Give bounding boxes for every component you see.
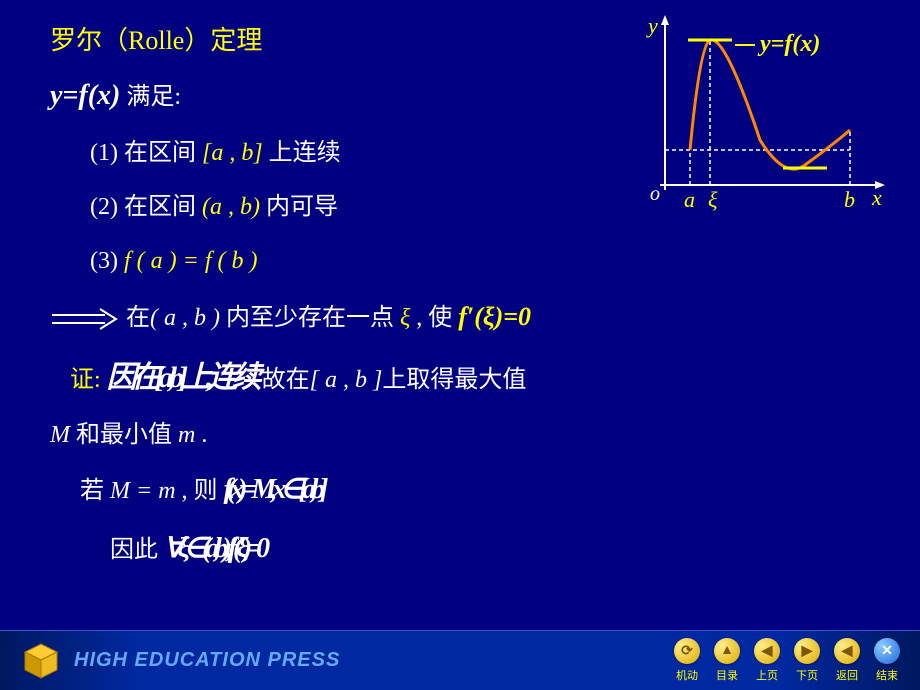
concl-interval: ( a , b ): [150, 305, 220, 331]
c2-interval: (a , b): [202, 194, 260, 220]
proof-l2d: .: [195, 422, 207, 448]
nav-glyph-icon: ▶: [794, 638, 820, 664]
proof-label: 证:: [70, 367, 101, 393]
nav-button-机动[interactable]: ⟳ 机动: [674, 638, 700, 683]
proof-line-3: 若 M = m , 则 f(x)=M, x∈[a,b]: [80, 468, 880, 513]
logo-icon: [20, 640, 62, 682]
nav-button-上页[interactable]: ◀ 上页: [754, 638, 780, 683]
proof-l1c: [ a , b ]: [310, 367, 383, 393]
c2-pre: (2) 在区间: [90, 194, 202, 220]
conclusion-line: 在( a , b ) 内至少存在一点 ξ , 使 f′(ξ)=0: [50, 297, 880, 336]
y-arrow-icon: [661, 15, 669, 25]
nav-label: 结束: [876, 667, 898, 683]
proof-overlap-2: f(x)=M, x∈[a,b]: [224, 468, 323, 513]
label-o: o: [650, 183, 660, 205]
label-fn: y=f(x): [757, 31, 820, 57]
nav-label: 机动: [676, 667, 698, 683]
proof-l1d: 上取得最大值: [382, 367, 526, 393]
proof-l2b: 和最小值: [70, 422, 178, 448]
nav-glyph-icon: ◀: [754, 638, 780, 664]
nav-glyph-icon: ◀: [834, 638, 860, 664]
premise-text: 满足:: [126, 84, 181, 110]
concl-result: f′(ξ)=0: [458, 297, 531, 336]
c1-pre: (1) 在区间: [90, 140, 202, 166]
label-b: b: [844, 187, 855, 212]
proof-l1b: 故在: [262, 367, 310, 393]
proof-m: m: [178, 422, 195, 448]
theorem-graph: y x o a ξ b y=f(x): [640, 15, 890, 215]
footer-bar: HIGH EDUCATION PRESS ⟳ 机动 ▲ 目录 ◀ 上页 ▶ 下页 ◀ 返回 ✕ 结束: [0, 630, 920, 690]
title-rolle: Rolle: [128, 26, 184, 55]
nav-button-返回[interactable]: ◀ 返回: [834, 638, 860, 683]
proof-l3b: M = m: [110, 478, 176, 504]
c1-post: 上连续: [263, 140, 341, 166]
title-post: ）定理: [184, 26, 262, 55]
label-a: a: [684, 187, 695, 212]
nav-label: 下页: [796, 667, 818, 683]
implies-arrow-icon: [50, 307, 120, 331]
label-y: y: [646, 15, 658, 38]
proof-line-2: M 和最小值 m .: [50, 416, 880, 454]
nav-glyph-icon: ⟳: [674, 638, 700, 664]
c2-post: 内可导: [260, 194, 338, 220]
label-x: x: [871, 185, 882, 210]
nav-label: 返回: [836, 667, 858, 683]
proof-overlap-1: 因在[a,b]上,连续: [107, 354, 256, 402]
premise-formula: y=f(x): [50, 75, 120, 117]
proof-line-4: 因此 ∀ξ∈(a,b), f′(ξ)=0: [110, 527, 880, 572]
proof-l3a: 若: [80, 478, 110, 504]
nav-glyph-icon: ✕: [874, 638, 900, 664]
nav-label: 目录: [716, 667, 738, 683]
title-pre: 罗尔（: [50, 26, 128, 55]
proof-M: M: [50, 422, 70, 448]
slide-content: 罗尔（Rolle）定理 y=f(x) 满足: (1) 在区间 [a , b] 上…: [0, 0, 920, 630]
c1-interval: [a , b]: [202, 140, 263, 166]
c3-eq: f ( a ) = f ( b ): [124, 248, 258, 274]
nav-label: 上页: [756, 667, 778, 683]
proof-line-1: 证: 因在[a,b]上,连续 故在[ a , b ]上取得最大值: [50, 354, 880, 402]
proof-overlap-3: ∀ξ∈(a,b), f′(ξ)=0: [164, 527, 264, 572]
nav-button-结束[interactable]: ✕ 结束: [874, 638, 900, 683]
concl-mid: 内至少存在一点: [220, 305, 400, 331]
condition-3: (3) f ( a ) = f ( b ): [90, 243, 880, 279]
proof-l3c: , 则: [176, 478, 224, 504]
c3-pre: (3): [90, 248, 124, 274]
proof-l4a: 因此: [110, 537, 164, 563]
nav-glyph-icon: ▲: [714, 638, 740, 664]
label-xi: ξ: [708, 187, 718, 212]
concl-post: , 使: [410, 305, 458, 331]
nav-button-目录[interactable]: ▲ 目录: [714, 638, 740, 683]
concl-pre: 在: [126, 305, 150, 331]
nav-buttons: ⟳ 机动 ▲ 目录 ◀ 上页 ▶ 下页 ◀ 返回 ✕ 结束: [674, 638, 900, 683]
concl-xi: ξ: [400, 305, 410, 331]
brand-text: HIGH EDUCATION PRESS: [74, 649, 340, 672]
nav-button-下页[interactable]: ▶ 下页: [794, 638, 820, 683]
